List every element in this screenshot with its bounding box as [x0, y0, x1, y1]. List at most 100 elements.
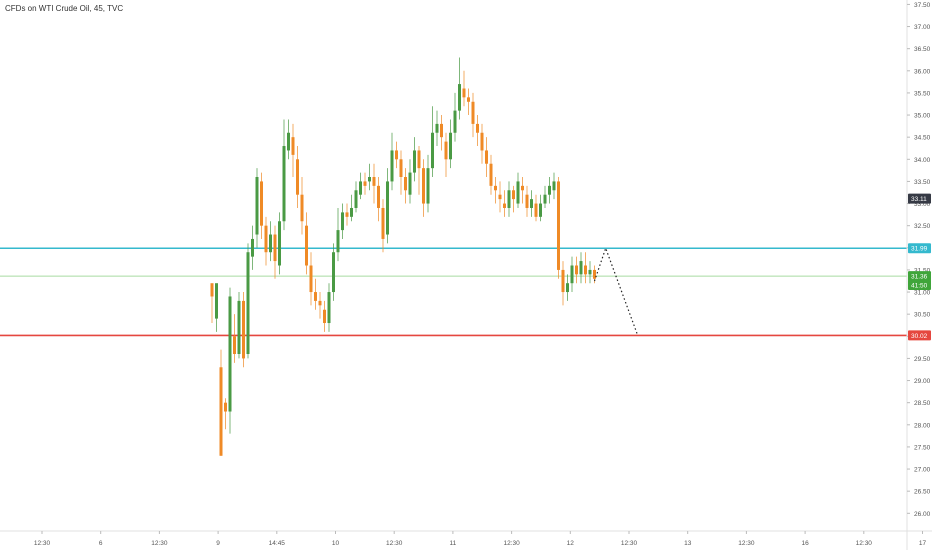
candle-body [417, 150, 421, 169]
candle-body [404, 177, 407, 191]
y-tick-label: 26.00 [914, 511, 931, 518]
price-tag-label: 31.36 [911, 274, 928, 281]
candle-body [485, 150, 488, 164]
candle-body [224, 402, 227, 412]
candle-body [278, 221, 281, 266]
y-tick-label: 36.50 [914, 46, 931, 53]
candle-body [359, 181, 362, 195]
y-tick-label: 35.00 [914, 113, 931, 120]
candle-body [309, 265, 313, 293]
time-axis[interactable]: 12:30 6 12:30 9 14:45 10 12:30 11 12:30 12 12:30 13… [34, 531, 927, 547]
y-tick-label: 27.50 [914, 444, 931, 451]
price-tag-box [908, 271, 931, 282]
candle-body [512, 190, 515, 200]
y-tick-label: 36.00 [914, 68, 931, 75]
price-tag-box [908, 193, 931, 204]
y-tick-label: 35.50 [914, 90, 931, 97]
candle-body [426, 168, 430, 204]
candle-body [300, 194, 304, 222]
candle-body [228, 296, 232, 412]
x-tick-label: 6 [99, 540, 103, 547]
candle-body [264, 225, 268, 253]
x-tick-label: 12 [567, 540, 575, 547]
price-axis[interactable]: 37.50 37.00 36.50 36.00 35.50 35.00 34.50 34.00… [907, 2, 931, 518]
price-tag-label: 30.02 [911, 333, 928, 340]
candle-body [305, 225, 308, 266]
candle-body [494, 185, 497, 191]
candle-body [332, 252, 335, 293]
price-tag-box [908, 330, 931, 341]
y-tick-label: 29.50 [914, 356, 931, 363]
candle-body [467, 97, 470, 102]
candle-body [521, 185, 524, 191]
candle-body [377, 185, 380, 208]
candle-body [458, 84, 461, 111]
candle-body [534, 203, 538, 217]
price-tag-label: 33.11 [911, 196, 927, 203]
x-tick-label: 13 [684, 540, 692, 547]
candle-body [237, 300, 241, 354]
candle-body [498, 194, 502, 200]
x-tick-label: 12:30 [151, 540, 168, 547]
candle-body [539, 203, 542, 217]
candle-body [318, 300, 322, 306]
price-tag-label: 41:50 [911, 282, 928, 289]
y-tick-label: 33.50 [914, 179, 931, 186]
candle-body [327, 292, 331, 324]
y-tick-label: 30.50 [914, 312, 931, 319]
x-tick-label: 12:30 [738, 540, 755, 547]
y-tick-label: 26.50 [914, 489, 931, 496]
candle-body [440, 123, 443, 138]
y-tick-label: 31.50 [914, 267, 931, 274]
candle-body [390, 150, 394, 182]
horizontal-lines [0, 247, 907, 337]
candle-body [507, 190, 511, 208]
candle-body [269, 234, 272, 253]
x-tick-label: 17 [919, 540, 927, 547]
x-tick-label: 10 [332, 540, 340, 547]
candle-body [260, 181, 263, 226]
y-tick-label: 32.50 [914, 223, 931, 230]
candle-body [341, 212, 344, 231]
candle-body [503, 203, 506, 208]
candle-body [530, 199, 533, 208]
candle-body [350, 207, 353, 217]
y-tick-label: 31.00 [914, 290, 931, 297]
candle-body [255, 177, 259, 235]
candle-body [354, 190, 358, 208]
x-tick-label: 12:30 [386, 540, 403, 547]
y-tick-label: 33.00 [914, 201, 931, 208]
candle-body [593, 269, 596, 279]
candle-body [399, 159, 403, 177]
x-tick-label: 16 [801, 540, 809, 547]
candle-body [215, 283, 218, 319]
candle-body [233, 336, 236, 354]
y-tick-label: 29.00 [914, 378, 931, 385]
candle-body [395, 150, 398, 160]
candle-body [543, 194, 547, 204]
y-tick-label: 34.00 [914, 157, 931, 164]
candle-body [246, 252, 250, 354]
y-tick-label: 37.50 [914, 2, 931, 9]
x-tick-label: 12:30 [621, 540, 638, 547]
x-tick-label: 9 [216, 540, 220, 547]
candle-body [431, 132, 434, 169]
candle-body [282, 146, 286, 222]
candle-body [251, 238, 254, 257]
y-tick-label: 34.50 [914, 135, 931, 142]
x-tick-label: 14:45 [269, 540, 286, 547]
price-tag-box [908, 243, 931, 254]
candle-body [575, 265, 578, 275]
candle-body [242, 300, 245, 359]
candle-body [381, 207, 385, 239]
candle-body [422, 168, 425, 204]
y-tick-label: 28.50 [914, 400, 931, 407]
candle-body [386, 181, 389, 235]
candle-body [408, 172, 412, 195]
candle-body [435, 123, 439, 133]
candle-body [314, 292, 317, 301]
candle-body [449, 132, 452, 160]
